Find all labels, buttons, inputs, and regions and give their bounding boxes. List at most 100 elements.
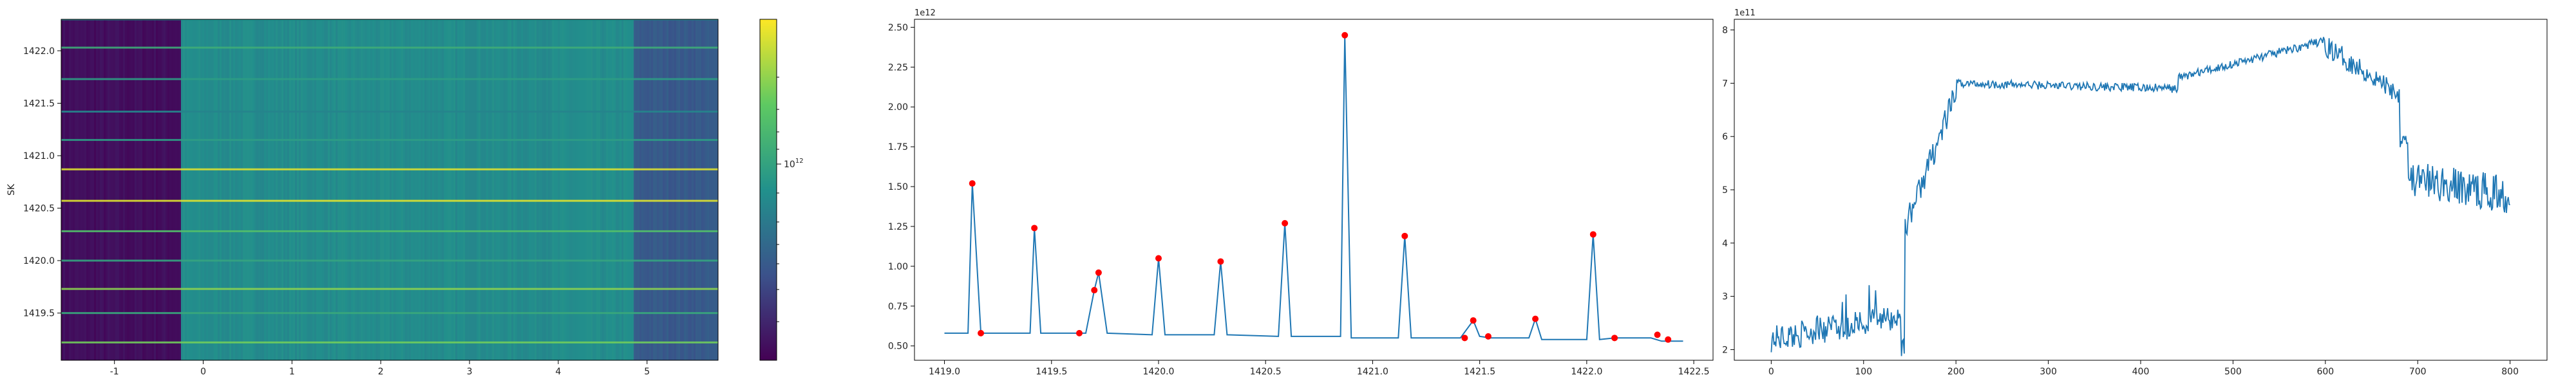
heatmap-column	[692, 19, 694, 360]
heatmap-column	[337, 19, 340, 360]
heatmap-column	[251, 19, 253, 360]
heatmap-column	[80, 19, 82, 360]
heatmap-column	[674, 19, 677, 360]
heatmap-column	[465, 19, 468, 360]
heatmap-column	[395, 19, 398, 360]
peaks-x-tick-label: 1419.0	[929, 367, 960, 377]
heatmap-column	[529, 19, 531, 360]
heatmap-column	[426, 19, 429, 360]
heatmap-column	[84, 19, 86, 360]
heatmap-column	[247, 19, 249, 360]
heatmap-column	[189, 19, 191, 360]
heatmap-column	[278, 19, 280, 360]
heatmap-column	[322, 19, 325, 360]
heatmap-column	[521, 19, 524, 360]
heatmap-column	[393, 19, 396, 360]
heatmap-column	[256, 19, 259, 360]
trace-line	[1770, 37, 2510, 356]
peaks-line	[944, 35, 1683, 342]
heatmap-column	[206, 19, 209, 360]
heatmap-column	[649, 19, 652, 360]
heatmap-column	[438, 19, 440, 360]
heatmap-column	[645, 19, 648, 360]
heatmap-bright-row	[61, 139, 718, 142]
heatmap-column	[562, 19, 564, 360]
peaks-x-tick-label: 1420.5	[1250, 367, 1282, 377]
heatmap-column	[61, 19, 63, 360]
heatmap-column	[665, 19, 667, 360]
heatmap-column	[707, 19, 710, 360]
heatmap-column	[355, 19, 357, 360]
peaks-y-tick-label: 2.25	[888, 62, 908, 73]
heatmap-column	[672, 19, 675, 360]
heatmap-column	[717, 19, 718, 360]
heatmap-column	[428, 19, 431, 360]
heatmap-column	[680, 19, 683, 360]
heatmap-column	[305, 19, 307, 360]
heatmap-column	[703, 19, 706, 360]
heatmap-column	[368, 19, 371, 360]
heatmap-column	[279, 19, 282, 360]
heatmap-column	[258, 19, 261, 360]
heatmap-column	[509, 19, 512, 360]
heatmap-column	[492, 19, 495, 360]
heatmap-column	[461, 19, 464, 360]
heatmap-column	[193, 19, 195, 360]
peaks-y-tick-label: 1.00	[888, 262, 908, 272]
heatmap-column	[573, 19, 576, 360]
heatmap-column	[540, 19, 543, 360]
heatmap-column	[336, 19, 338, 360]
heatmap-column	[405, 19, 408, 360]
heatmap-column	[647, 19, 650, 360]
trace-x-tick-label: 200	[1947, 367, 1965, 377]
heatmap-column	[376, 19, 379, 360]
heatmap-column	[498, 19, 500, 360]
trace-x-tick-label: 100	[1855, 367, 1872, 377]
peaks-y-tick-label: 0.50	[888, 342, 908, 352]
heatmap-column	[137, 19, 138, 360]
heatmap-column	[477, 19, 479, 360]
heatmap-column	[281, 19, 284, 360]
heatmap-bright-rows	[61, 19, 718, 344]
heatmap-column	[239, 19, 242, 360]
heatmap-column	[713, 19, 715, 360]
heatmap-column	[535, 19, 537, 360]
heatmap-column	[307, 19, 309, 360]
heatmap-x-tick-label: -1	[110, 367, 119, 377]
heatmap-column	[71, 19, 73, 360]
heatmap-column	[148, 19, 150, 360]
heatmap-bright-row	[61, 259, 718, 262]
heatmap-column	[422, 19, 425, 360]
heatmap-bright-row	[61, 288, 718, 290]
heatmap-column	[421, 19, 423, 360]
colorbar-minor-ticks	[777, 77, 779, 322]
heatmap-column	[98, 19, 100, 360]
heatmap-column	[220, 19, 222, 360]
heatmap-column	[511, 19, 514, 360]
heatmap-panel: -1 0 1 2 3 4 5 1419.51420.01420.51421.01421.51…	[6, 19, 719, 377]
peaks-markers	[969, 32, 1672, 343]
peaks-y-tick-label: 1.25	[888, 222, 908, 232]
heatmap-column	[378, 19, 381, 360]
heatmap-column	[370, 19, 373, 360]
heatmap-column	[113, 19, 115, 360]
heatmap-column	[705, 19, 708, 360]
heatmap-column	[121, 19, 123, 360]
heatmap-column	[162, 19, 164, 360]
heatmap-column	[682, 19, 685, 360]
heatmap-column	[699, 19, 702, 360]
heatmap-column	[301, 19, 303, 360]
trace-x-tick-label: 600	[2316, 367, 2334, 377]
heatmap-column	[397, 19, 400, 360]
heatmap-x-tick-label: 5	[644, 367, 650, 377]
heatmap-column	[546, 19, 549, 360]
peaks-x-tick-label: 1421.5	[1464, 367, 1495, 377]
heatmap-bright-row	[61, 230, 718, 232]
peak-marker	[1470, 317, 1477, 324]
heatmap-column	[542, 19, 545, 360]
heatmap-column	[167, 19, 169, 360]
heatmap-column	[478, 19, 481, 360]
heatmap-bright-row	[61, 19, 718, 21]
heatmap-column	[243, 19, 245, 360]
heatmap-column	[627, 19, 630, 360]
